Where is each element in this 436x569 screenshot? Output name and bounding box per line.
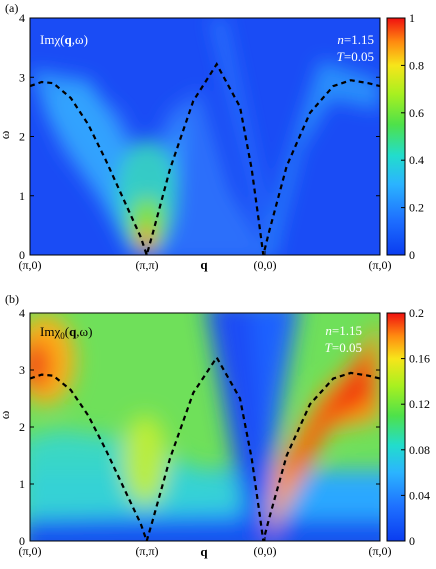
colorbar-tick-label-a: 1 bbox=[409, 11, 415, 25]
param-t-a: T=0.05 bbox=[337, 49, 374, 64]
param-n-b: n=1.15 bbox=[325, 323, 362, 338]
y-axis-label-a: ω bbox=[0, 130, 12, 139]
y-axis-a: 0 1 2 3 4 bbox=[19, 11, 380, 262]
colorbar-ticks-b: 0 0.04 0.08 0.12 0.16 0.2 bbox=[401, 306, 430, 548]
x-tick-label-a: (0,0) bbox=[254, 258, 277, 272]
y-axis-label-b: ω bbox=[0, 410, 12, 419]
panel-b: 0 1 2 3 4 (π,0) (π,π) (0,0) (π,0) ω q (b) Imχ0(… bbox=[0, 292, 430, 559]
dashed-dispersion-curve-b bbox=[30, 355, 380, 541]
x-axis-label-a: q bbox=[200, 257, 208, 272]
x-axis-b: (π,0) (π,π) (0,0) (π,0) bbox=[18, 537, 392, 558]
x-tick-label-b: (π,0) bbox=[368, 544, 391, 558]
colorbar-ticks-a: 0 0.2 0.4 0.6 0.8 1 bbox=[401, 11, 424, 262]
y-tick-label-a: 3 bbox=[19, 70, 25, 84]
colorbar-tick-label-b: 0.2 bbox=[409, 306, 424, 320]
quantity-label-a: Imχ(q,ω) bbox=[40, 32, 88, 47]
colorbar-tick-label-a: 0.4 bbox=[409, 153, 424, 167]
y-tick-label-a: 1 bbox=[19, 189, 25, 203]
panel-label-b: (b) bbox=[5, 292, 19, 306]
colorbar-tick-label-a: 0.2 bbox=[409, 201, 424, 215]
colorbar-tick-label-b: 0.04 bbox=[409, 488, 430, 502]
colorbar-b bbox=[386, 312, 406, 542]
x-axis-a: (π,0) (π,π) (0,0) (π,0) bbox=[18, 251, 392, 272]
y-tick-label-b: 2 bbox=[19, 420, 25, 434]
panel-label-a: (a) bbox=[5, 1, 18, 15]
x-tick-label-a: (π,0) bbox=[368, 258, 391, 272]
quantity-label-b: Imχ0(q,ω) bbox=[40, 324, 92, 341]
colorbar-tick-label-a: 0.8 bbox=[409, 58, 424, 72]
y-axis-b: 0 1 2 3 4 bbox=[19, 306, 380, 548]
colorbar-tick-label-b: 0 bbox=[409, 534, 415, 548]
panel-a: 0 1 2 3 4 (π,0) (π,π) (0,0) (π,0) ω q (a) Imχ(q… bbox=[0, 1, 424, 272]
y-tick-label-b: 4 bbox=[19, 306, 25, 320]
x-tick-label-b: (π,0) bbox=[18, 544, 41, 558]
colorbar-a bbox=[386, 17, 406, 256]
y-tick-label-b: 3 bbox=[19, 363, 25, 377]
param-n-a: n=1.15 bbox=[337, 32, 374, 47]
x-tick-label-b: (π,π) bbox=[135, 544, 158, 558]
x-tick-label-a: (π,π) bbox=[135, 258, 158, 272]
colorbar-tick-label-b: 0.08 bbox=[409, 443, 430, 457]
y-tick-label-a: 2 bbox=[19, 130, 25, 144]
dashed-dispersion-curve-a bbox=[30, 62, 380, 255]
y-tick-label-b: 1 bbox=[19, 477, 25, 491]
colorbar-tick-label-a: 0.6 bbox=[409, 106, 424, 120]
x-tick-label-a: (π,0) bbox=[18, 258, 41, 272]
colorbar-tick-label-b: 0.12 bbox=[409, 397, 430, 411]
y-tick-label-a: 0 bbox=[19, 248, 25, 262]
x-tick-label-b: (0,0) bbox=[254, 544, 277, 558]
y-tick-label-a: 4 bbox=[19, 11, 25, 25]
y-tick-label-b: 0 bbox=[19, 534, 25, 548]
x-axis-label-b: q bbox=[200, 544, 208, 559]
colorbar-tick-label-b: 0.16 bbox=[409, 352, 430, 366]
param-t-b: T=0.05 bbox=[325, 340, 362, 355]
colorbar-tick-label-a: 0 bbox=[409, 248, 415, 262]
